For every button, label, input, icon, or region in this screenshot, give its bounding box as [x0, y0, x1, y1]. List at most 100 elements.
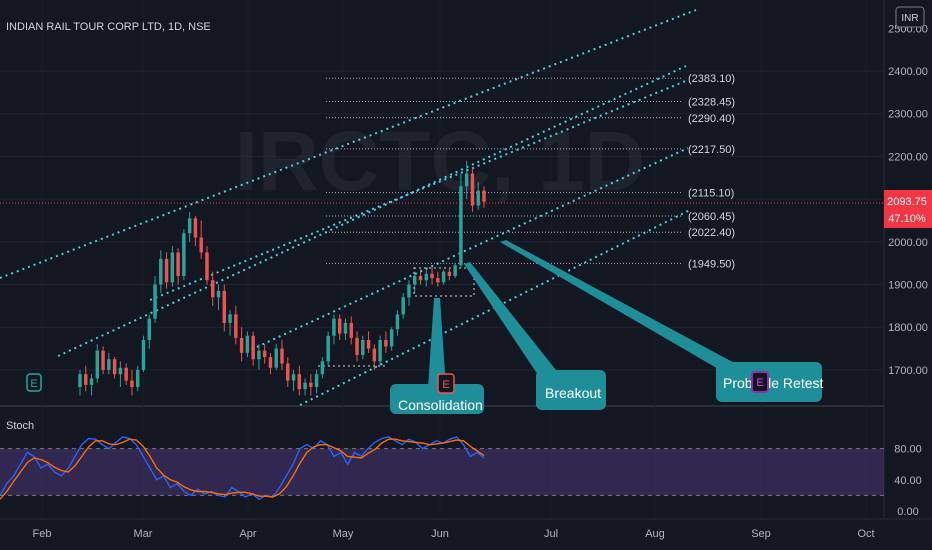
time-gridlines: [41, 0, 867, 519]
time-axis-ticks: Feb Mar Apr May Jun Jul Aug Sep Oct: [33, 528, 875, 540]
candle: [361, 335, 365, 360]
earnings-marker-center-box: [437, 373, 455, 394]
candle-body: [430, 273, 434, 279]
candle-body: [95, 350, 100, 379]
earnings-marker-left-letter: E: [30, 378, 37, 390]
earnings-marker-left[interactable]: E: [26, 373, 42, 392]
candle: [187, 211, 192, 242]
fib-levels[interactable]: (2383.10) (2328.45) (2290.40) (2217.50) (211…: [326, 73, 735, 270]
candle: [326, 331, 330, 366]
price-tick-label: 2400.00: [888, 66, 928, 78]
candle-body: [424, 273, 429, 281]
candle: [107, 352, 111, 375]
candle-body: [211, 280, 215, 298]
candle-body: [234, 314, 238, 338]
stoch-tick-label: 40.00: [894, 475, 922, 487]
candle: [309, 374, 313, 396]
candle: [234, 305, 238, 345]
candle: [78, 369, 82, 396]
price-tick-label: 1900.00: [888, 280, 928, 292]
callout-breakout-box: [536, 370, 606, 410]
earnings-marker-right[interactable]: E: [751, 371, 769, 393]
currency-badge[interactable]: [895, 6, 925, 28]
candle: [182, 228, 186, 281]
channel-line-5[interactable]: [299, 209, 691, 406]
candle: [262, 344, 267, 364]
level-label: (2022.40): [688, 227, 735, 239]
channel-line-1[interactable]: [0, 9, 697, 279]
candle: [268, 352, 273, 375]
candle-body: [193, 218, 198, 238]
candle: [211, 271, 215, 306]
candle-body: [384, 340, 388, 347]
candle-body: [349, 322, 353, 338]
candle-body: [378, 340, 382, 362]
candle: [355, 331, 359, 362]
parallel-channel[interactable]: [0, 9, 697, 406]
candle-body: [309, 382, 313, 387]
candle-body: [303, 382, 307, 390]
candle-body: [355, 337, 359, 355]
channel-line-3[interactable]: [149, 79, 689, 301]
candle: [130, 369, 134, 396]
earnings-marker-center-letter: E: [442, 379, 449, 391]
stoch-k-line: [0, 436, 485, 501]
callout-retest[interactable]: Probable Retest: [500, 240, 824, 402]
candle-body: [413, 275, 417, 285]
candle-body: [401, 297, 405, 315]
candle: [447, 267, 452, 281]
candle: [378, 335, 382, 366]
candle-body: [118, 367, 123, 375]
candle-body: [395, 314, 400, 330]
candle: [441, 269, 446, 285]
last-price-change: 47.10%: [888, 213, 926, 225]
candle-body: [476, 190, 480, 206]
stoch-tick-label: 0.00: [897, 506, 918, 518]
candle: [239, 327, 244, 362]
symbol-title[interactable]: INDIAN RAIL TOUR CORP LTD, 1D, NSE: [6, 21, 211, 33]
time-tick-label: Oct: [857, 528, 874, 540]
candle-body: [101, 350, 105, 370]
callout-consolidation[interactable]: Consolidation: [390, 298, 484, 414]
time-tick-label: Aug: [645, 528, 665, 540]
candle: [401, 293, 405, 319]
candle-body: [418, 275, 423, 281]
callout-consolidation-box: [390, 384, 484, 414]
candle-body: [239, 337, 244, 353]
candle-body: [112, 359, 117, 375]
callout-consolidation-text: Consolidation: [398, 397, 483, 413]
candle: [384, 331, 388, 353]
candle: [141, 335, 146, 373]
candle-body: [135, 369, 140, 387]
candle-body: [130, 380, 134, 387]
earnings-marker-center[interactable]: E: [437, 373, 455, 394]
candle: [349, 316, 353, 345]
candle: [291, 369, 296, 392]
candle-body: [170, 252, 175, 283]
candle-body: [436, 278, 440, 283]
stoch-d-line: [0, 438, 485, 500]
stoch-band-fill: [0, 448, 884, 496]
candle-body: [141, 340, 146, 370]
candle-body: [257, 350, 261, 360]
level-label: (2115.10): [688, 188, 734, 200]
time-tick-label: Jun: [431, 528, 449, 540]
candle: [372, 344, 377, 370]
callout-breakout-text: Breakout: [545, 385, 601, 401]
channel-line-2[interactable]: [57, 65, 687, 357]
callout-retest-pointer: [500, 240, 740, 370]
candle-body: [459, 186, 463, 266]
candle-body: [286, 363, 290, 381]
callout-breakout[interactable]: Breakout: [464, 262, 606, 410]
candle: [413, 271, 417, 294]
candle: [459, 173, 463, 268]
stoch-axis-ticks: 80.00 40.00 0.00: [894, 444, 922, 518]
candle-body: [176, 252, 180, 276]
candle: [193, 216, 198, 247]
candle: [332, 314, 336, 345]
stoch-label[interactable]: Stoch: [6, 420, 34, 432]
candle: [251, 331, 255, 366]
candle: [343, 318, 348, 341]
